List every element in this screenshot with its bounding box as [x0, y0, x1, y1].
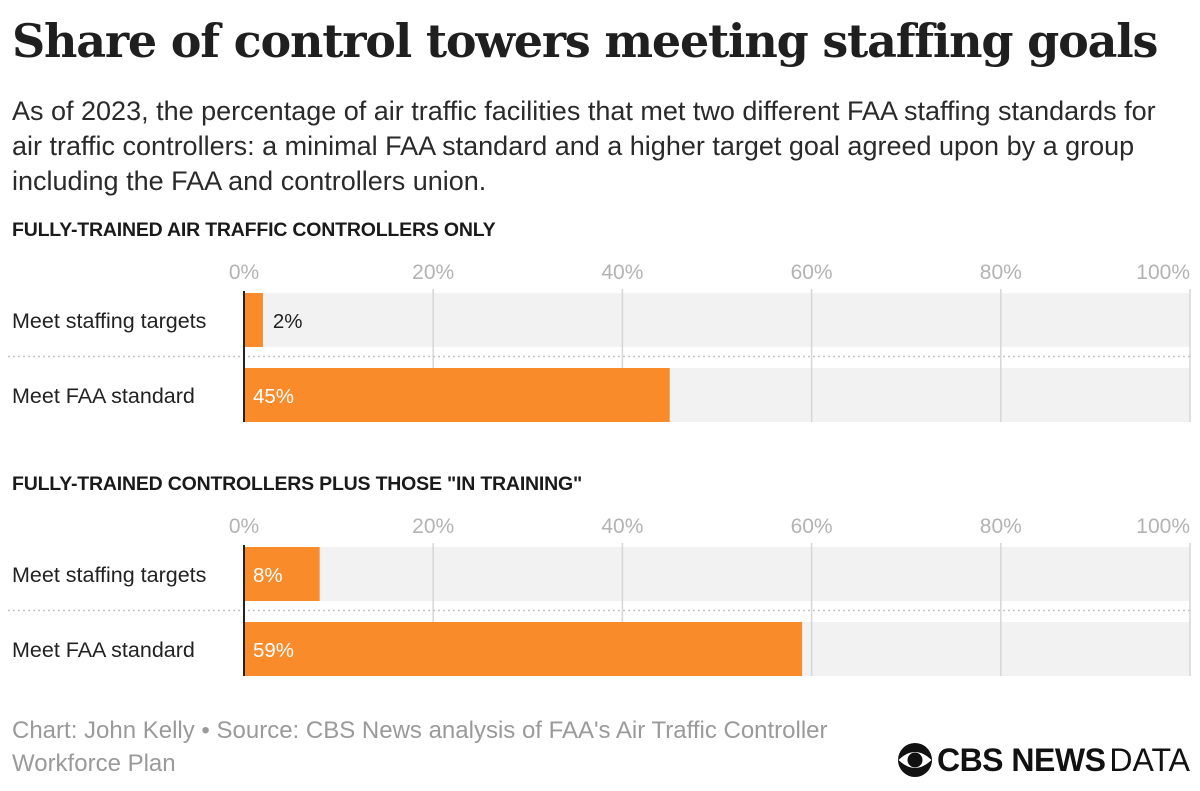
bar-track	[244, 293, 1190, 347]
panel-title-trained-only: FULLY-TRAINED AIR TRAFFIC CONTROLLERS ON…	[12, 219, 496, 241]
value-label: 45%	[253, 385, 294, 408]
value-label: 2%	[273, 310, 303, 333]
chart-trained-only: 0% 20% 40% 60% 80% 100% Meet staffing targets 2…	[8, 261, 1191, 422]
tick-label: 60%	[791, 261, 833, 284]
footer-credit: Chart: John Kelly • Source: CBS News ana…	[12, 717, 828, 777]
category-label: Meet FAA standard	[12, 638, 195, 662]
category-label: Meet staffing targets	[12, 563, 206, 587]
tick-label: 0%	[229, 515, 259, 538]
cbs-news-data-logo: CBS NEWS DATA	[897, 740, 1190, 780]
panel-title-plus-training: FULLY-TRAINED CONTROLLERS PLUS THOSE "IN…	[12, 473, 583, 495]
chart-plus-training: 0% 20% 40% 60% 80% 100% Meet staffing targets 8…	[8, 515, 1191, 676]
tick-label: 80%	[980, 515, 1022, 538]
bar	[244, 293, 263, 347]
bar	[244, 622, 803, 676]
tick-label: 100%	[1136, 515, 1190, 538]
tick-label: 20%	[412, 261, 454, 284]
tick-label: 40%	[601, 515, 643, 538]
bar	[244, 547, 320, 601]
chart-title: Share of control towers meeting staffing…	[12, 14, 1158, 68]
category-label: Meet staffing targets	[12, 309, 206, 333]
value-label: 8%	[253, 564, 283, 587]
category-label: Meet FAA standard	[12, 384, 195, 408]
tick-label: 40%	[601, 261, 643, 284]
value-label: 59%	[253, 639, 294, 662]
tick-label: 100%	[1136, 261, 1190, 284]
cbs-eye-icon	[897, 743, 932, 777]
tick-label: 80%	[980, 261, 1022, 284]
logo-brand-text: CBS NEWS	[936, 741, 1106, 778]
bar-track	[244, 547, 1190, 601]
chart-subtitle: As of 2023, the percentage of air traffi…	[12, 96, 1156, 196]
tick-label: 60%	[791, 515, 833, 538]
bar	[244, 368, 670, 422]
tick-label: 20%	[412, 515, 454, 538]
logo-suffix-text: DATA	[1109, 741, 1190, 778]
tick-label: 0%	[229, 261, 259, 284]
